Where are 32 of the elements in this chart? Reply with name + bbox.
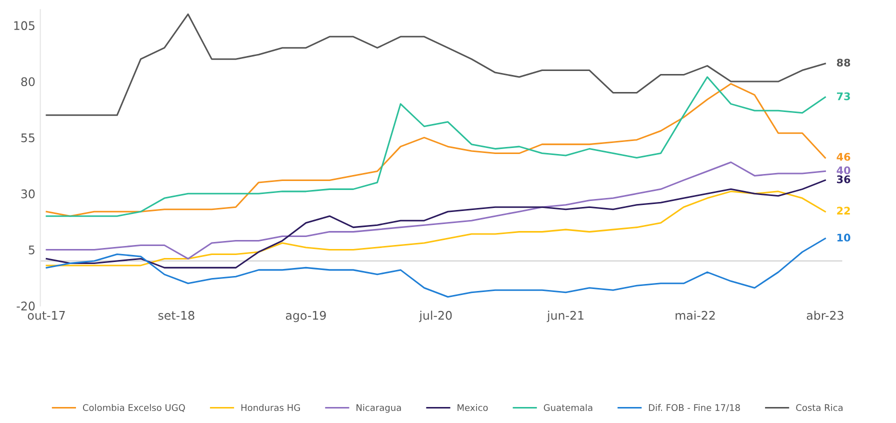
y-tick-label: 80	[21, 77, 35, 86]
data-label: 10	[837, 234, 850, 242]
data-label: 46	[836, 152, 850, 161]
data-label: 73	[836, 92, 850, 100]
line-series	[46, 162, 826, 260]
x-tick-label: set-18	[158, 310, 194, 320]
line-series	[46, 13, 826, 116]
y-tick-label: -20	[16, 302, 35, 310]
y-tick-label: 30	[21, 189, 35, 198]
line-series	[46, 238, 826, 298]
legend-label: Nicaragua	[356, 404, 401, 413]
legend-label: Dif. FOB - Fine 17/18	[649, 404, 740, 412]
legend-label: Costa Rica	[796, 404, 843, 412]
data-label: 36	[836, 175, 850, 184]
data-label: 22	[837, 206, 850, 214]
legend-label: Mexico	[458, 404, 488, 412]
legend-label: Colombia Excelso UGQ	[82, 404, 185, 412]
x-tick-label: jun-21	[546, 310, 584, 322]
legend-label: Guatemala	[544, 404, 592, 412]
y-tick-label: 5	[28, 246, 34, 254]
line-series	[46, 190, 826, 266]
data-label: 40	[836, 166, 850, 174]
x-tick-label: ago-19	[286, 310, 326, 322]
line-series	[46, 179, 826, 268]
x-tick-label: jul-20	[418, 310, 452, 322]
y-tick-label: 105	[14, 21, 34, 30]
y-tick-label: 55	[21, 133, 34, 142]
x-tick-label: mai-22	[676, 310, 715, 320]
x-tick-label: out-17	[28, 311, 65, 320]
x-tick-label: abr-23	[806, 310, 844, 320]
legend-label: Honduras HG	[241, 404, 300, 412]
data-label: 88	[836, 58, 850, 67]
